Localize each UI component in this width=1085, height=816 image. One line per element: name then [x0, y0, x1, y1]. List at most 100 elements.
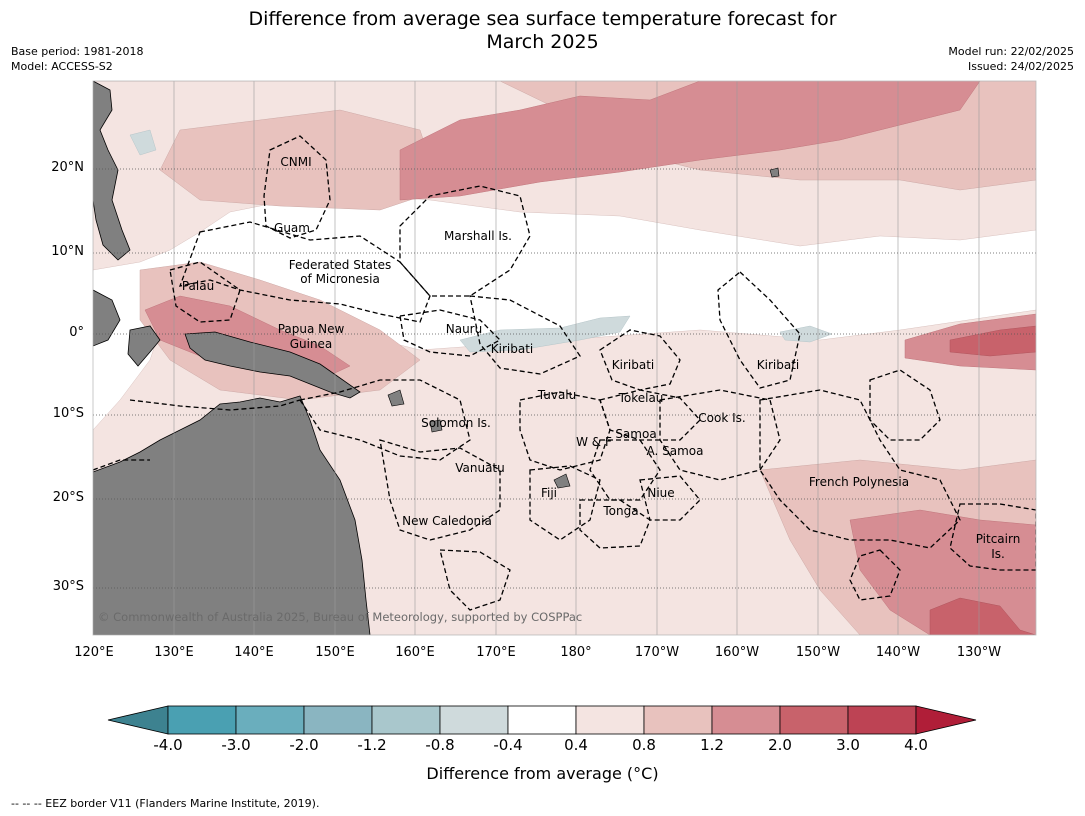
region-label: Tokelau [618, 391, 664, 405]
graticule [173, 81, 980, 635]
land-small-islands [387, 167, 780, 489]
colorbar-segment [643, 705, 713, 735]
colorbar-tick: -2.0 [289, 736, 319, 754]
longitude-tick: 160°E [395, 645, 435, 660]
region-label: Marshall Is. [444, 229, 512, 243]
region-label: CNMI [280, 155, 311, 169]
longitude-tick: 120°E [74, 645, 114, 660]
land-sulawesi [127, 325, 161, 367]
title-line-2: March 2025 [486, 31, 599, 53]
region-label: Tonga [602, 504, 638, 518]
region-label: New Caledonia [402, 514, 492, 528]
longitude-tick: 170°W [634, 645, 680, 660]
region-label: Papua New [278, 322, 345, 336]
region-label: French Polynesia [809, 475, 909, 489]
longitude-tick: 180° [560, 645, 592, 660]
anomaly-band-cool [129, 129, 833, 353]
region-label: Pitcairn [976, 532, 1021, 546]
region-label: Tuvalu [537, 388, 577, 402]
region-label: W & F [576, 435, 612, 449]
region-label: of Micronesia [300, 272, 380, 286]
base-period: Base period: 1981-2018 [11, 45, 144, 58]
colorbar-tick: 4.0 [904, 736, 928, 754]
colorbar-segment [371, 705, 441, 735]
colorbar-segment [167, 705, 237, 735]
region-label: Palau [182, 279, 214, 293]
anomaly-band-warm-east [849, 313, 1036, 635]
meta-right: Model run: 22/02/2025 Issued: 24/02/2025 [948, 44, 1074, 74]
region-label: Guinea [290, 337, 333, 351]
longitude-tick: 150°E [315, 645, 355, 660]
region-label: Kiribati [757, 358, 799, 372]
longitude-tick: 170°E [476, 645, 516, 660]
colorbar-tick: 0.8 [632, 736, 656, 754]
colorbar-extend-low [107, 705, 169, 735]
latitude-tick: 20°S [52, 490, 84, 505]
colorbar-segment [779, 705, 849, 735]
longitude-tick: 130°E [154, 645, 194, 660]
land-australia [93, 395, 371, 635]
eez-borders [93, 135, 1036, 611]
region-label: Kiribati [491, 342, 533, 356]
colorbar-extend-high [915, 705, 977, 735]
anomaly-band-warm-north [399, 81, 981, 201]
longitude-tick: 140°E [234, 645, 274, 660]
colorbar-segment [847, 705, 917, 735]
region-label: Kiribati [612, 358, 654, 372]
anomaly-band-hot [929, 325, 1036, 635]
latitude-tick: 10°S [52, 406, 84, 421]
colorbar-tick: 0.4 [564, 736, 588, 754]
latitude-lines [93, 168, 1036, 589]
colorbar-segment [439, 705, 509, 735]
colorbar-tick: 3.0 [836, 736, 860, 754]
region-label: Fiji [541, 486, 557, 500]
latitude-tick: 30°S [52, 579, 84, 594]
latitude-tick: 0° [69, 325, 84, 340]
longitude-tick: 150°W [795, 645, 841, 660]
colorbar-tick: -4.0 [153, 736, 183, 754]
region-label: Guam [274, 221, 310, 235]
colorbar-tick: 1.2 [700, 736, 724, 754]
region-label: Nauru [446, 322, 482, 336]
colorbar-segment [235, 705, 305, 735]
eez-legend-note: -- -- -- EEZ border V11 (Flanders Marine… [11, 797, 320, 810]
colorbar-tick: -1.2 [357, 736, 387, 754]
colorbar-title: Difference from average (°C) [426, 764, 659, 783]
land-new-guinea [184, 331, 361, 399]
region-label: Federated States [289, 258, 391, 272]
region-label: Cook Is. [698, 411, 745, 425]
colorbar-tick: -3.0 [221, 736, 251, 754]
latitude-tick: 20°N [51, 160, 84, 175]
colorbar-tick: -0.8 [425, 736, 455, 754]
region-label: Is. [991, 547, 1005, 561]
colorbar-segment [507, 705, 577, 735]
title-line-1: Difference from average sea surface temp… [248, 8, 837, 30]
colorbar-tick: 2.0 [768, 736, 792, 754]
region-label: Niue [647, 486, 674, 500]
colorbar-segment [711, 705, 781, 735]
map-title: Difference from average sea surface temp… [0, 8, 1085, 54]
latitude-tick: 10°N [51, 244, 84, 259]
colorbar-tick: -0.4 [493, 736, 523, 754]
region-label: Solomon Is. [421, 416, 491, 430]
land-philippines [93, 81, 131, 261]
copyright-notice: © Commonwealth of Australia 2025, Bureau… [98, 610, 583, 624]
map-frame [92, 80, 1037, 636]
issued-date: Issued: 24/02/2025 [967, 60, 1074, 73]
longitude-tick: 160°W [714, 645, 760, 660]
longitude-tick: 140°W [875, 645, 921, 660]
colorbar [107, 705, 977, 735]
meta-left: Base period: 1981-2018 Model: ACCESS-S2 [11, 44, 143, 74]
region-label: A. Samoa [647, 444, 704, 458]
region-label: Samoa [615, 427, 656, 441]
region-label: Vanuatu [455, 461, 505, 475]
colorbar-segment [303, 705, 373, 735]
model-name: Model: ACCESS-S2 [11, 60, 113, 73]
colorbar-segment [575, 705, 645, 735]
longitude-tick: 130°W [956, 645, 1002, 660]
land-borneo [93, 289, 121, 347]
model-run: Model run: 22/02/2025 [948, 45, 1074, 58]
